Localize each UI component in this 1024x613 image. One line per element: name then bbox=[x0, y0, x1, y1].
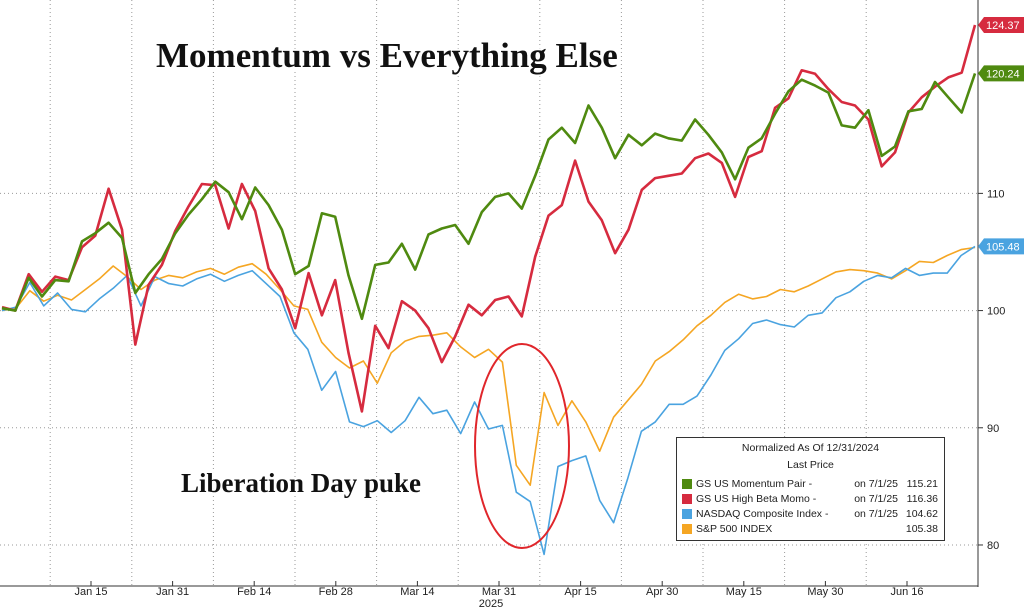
legend-entry: GS US Momentum Pair - on 7/1/25 115.21 bbox=[677, 476, 944, 491]
x-tick-label: Mar 14 bbox=[400, 586, 434, 598]
legend-swatch bbox=[682, 493, 692, 504]
x-tick-label: May 15 bbox=[726, 586, 762, 598]
legend-swatch bbox=[682, 523, 692, 534]
annotation-text: Liberation Day puke bbox=[181, 468, 421, 498]
last-value-label: 124.37 bbox=[986, 20, 1020, 32]
legend-series-date: on 7/1/25 bbox=[854, 492, 898, 505]
gridlines bbox=[0, 0, 978, 586]
series-line-gs-us-momentum-pair bbox=[1, 72, 977, 321]
legend: Normalized As Of 12/31/2024 Last Price G… bbox=[676, 437, 945, 541]
last-value-flag bbox=[978, 16, 1024, 33]
x-tick-label: Apr 15 bbox=[564, 586, 596, 598]
legend-series-name: NASDAQ Composite Index - bbox=[696, 507, 829, 520]
x-tick-label: Apr 30 bbox=[646, 586, 678, 598]
x-tick-label: May 30 bbox=[807, 586, 843, 598]
legend-entry: GS US High Beta Momo - on 7/1/25 116.36 bbox=[677, 491, 944, 506]
legend-series-value: 104.62 bbox=[905, 507, 938, 520]
legend-series-name: S&P 500 INDEX bbox=[696, 522, 773, 535]
x-axis-year-label: 2025 bbox=[479, 598, 503, 610]
legend-series-date: on 7/1/25 bbox=[854, 477, 898, 490]
legend-series-date: on 7/1/25 bbox=[854, 507, 898, 520]
legend-series-value: 105.38 bbox=[905, 522, 938, 535]
series-lines bbox=[1, 24, 977, 556]
x-tick-label: Mar 31 bbox=[482, 586, 516, 598]
x-tick-label: Jun 16 bbox=[890, 586, 923, 598]
legend-swatch bbox=[682, 508, 692, 519]
highlight-ellipse bbox=[474, 343, 570, 549]
chart-title: Momentum vs Everything Else bbox=[156, 36, 618, 75]
last-value-label: 105.48 bbox=[986, 241, 1020, 253]
legend-series-name: GS US Momentum Pair - bbox=[696, 477, 813, 490]
x-tick-label: Feb 28 bbox=[319, 586, 353, 598]
legend-series-value: 116.36 bbox=[906, 492, 938, 505]
series-line-s-p-500-index bbox=[1, 246, 976, 487]
y-tick-label: 100 bbox=[987, 306, 1005, 318]
legend-subtitle: Last Price bbox=[787, 459, 834, 471]
legend-title: Normalized As Of 12/31/2024 bbox=[741, 442, 880, 454]
x-tick-label: Jan 31 bbox=[156, 586, 189, 598]
legend-series-value: 115.21 bbox=[906, 477, 938, 490]
last-value-flag bbox=[978, 65, 1024, 82]
y-tick-label: 110 bbox=[987, 188, 1005, 200]
legend-series-name: GS US High Beta Momo - bbox=[696, 492, 817, 505]
last-value-flag bbox=[978, 238, 1024, 255]
last-value-labels: 120.24 124.37 105.48 bbox=[978, 16, 1024, 255]
x-axis-ticks: Jan 15 Jan 31 Feb 14 Feb 28 Mar 14 Mar 31 Apr … bbox=[74, 581, 924, 598]
series-line-nasdaq-composite-index bbox=[1, 245, 976, 556]
x-tick-label: Feb 14 bbox=[237, 586, 271, 598]
y-tick-label: 80 bbox=[987, 540, 999, 552]
y-tick-label: 90 bbox=[987, 423, 999, 435]
legend-entry: NASDAQ Composite Index - on 7/1/25 104.62 bbox=[677, 506, 944, 521]
x-tick-label: Jan 15 bbox=[74, 586, 107, 598]
y-axis-ticks: 80 90 100 110 bbox=[978, 188, 1005, 552]
legend-entry: S&P 500 INDEX 105.38 bbox=[677, 521, 944, 536]
legend-swatch bbox=[682, 478, 692, 489]
last-value-label: 120.24 bbox=[986, 68, 1020, 80]
series-line-gs-us-high-beta-momo bbox=[1, 24, 977, 413]
legend-rows: GS US Momentum Pair - on 7/1/25 115.21 GS U… bbox=[677, 476, 944, 536]
